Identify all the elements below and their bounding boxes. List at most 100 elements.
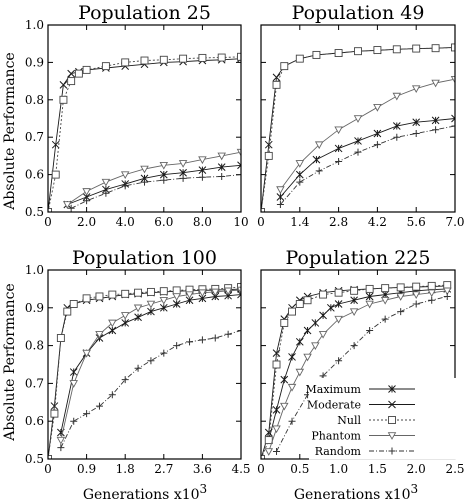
data-point-random (373, 141, 381, 149)
x-axis-label-left-exponent: 3 (200, 482, 208, 496)
data-point-phantom (272, 425, 281, 434)
series-line-random (276, 296, 448, 452)
x-tick-label: 1.8 (116, 462, 135, 476)
data-point-moderate (272, 349, 281, 358)
data-point-null (319, 290, 328, 299)
data-point-phantom (334, 126, 343, 135)
data-point-phantom (159, 161, 169, 170)
x-tick-label: 0 (257, 462, 265, 476)
panel-title: Population 225 (286, 247, 431, 269)
legend-marker-random (388, 447, 396, 455)
data-point-null (69, 300, 78, 308)
data-point-phantom (185, 291, 194, 299)
x-axis-label-right: Generations x103 (294, 482, 418, 502)
data-point-phantom (396, 293, 405, 301)
data-point-phantom (198, 289, 207, 298)
plot-frame (47, 269, 242, 460)
data-point-phantom (198, 156, 207, 165)
data-point-random (198, 173, 206, 181)
data-point-maximum (280, 375, 289, 384)
data-point-maximum (172, 300, 181, 308)
data-point-random (432, 126, 440, 134)
panel-title: Population 100 (72, 247, 217, 269)
data-point-random (315, 167, 323, 175)
data-point-phantom (140, 165, 149, 174)
plot-area (48, 52, 241, 212)
x-tick-label: 4.2 (368, 215, 387, 229)
data-point-maximum (326, 303, 335, 312)
data-point-random (102, 189, 110, 197)
data-point-null (63, 307, 72, 316)
data-point-null (272, 80, 281, 89)
data-point-null (295, 300, 304, 308)
data-point-phantom (217, 152, 226, 161)
data-point-maximum (198, 166, 207, 174)
data-point-random (381, 315, 389, 323)
legend-marker-null (388, 416, 396, 424)
data-point-random (160, 176, 168, 184)
data-point-null (381, 284, 390, 293)
data-point-random (83, 197, 91, 205)
y-axis-label-bottom: Absolute Performance (2, 283, 18, 441)
data-point-null (95, 292, 104, 301)
data-point-null (264, 436, 273, 445)
data-point-phantom (211, 288, 220, 297)
y-axis-label-top: Absolute Performance (2, 52, 18, 210)
x-axis-label-right-text: Generations x10 (294, 487, 411, 502)
x-tick-label: 5.6 (407, 215, 426, 229)
data-point-null (288, 307, 296, 316)
data-point-phantom (82, 188, 91, 196)
x-tick-label: 1.4 (290, 215, 309, 229)
x-axis-label-right-exponent: 3 (411, 482, 419, 496)
data-point-moderate (264, 140, 273, 149)
plot-frame (260, 24, 456, 213)
data-point-phantom (133, 304, 143, 313)
series-line-moderate (261, 285, 448, 459)
chart-panels: Population 25 0 2.0 4.0 6.0 8.0 10 0.5 0.6 0.7 0.8… (25, 2, 465, 476)
data-point-maximum (334, 144, 343, 153)
panel-title: Population 25 (78, 2, 211, 24)
data-point-maximum (147, 307, 155, 316)
y-tick-label: 1.0 (25, 18, 44, 32)
plot-area (261, 281, 452, 459)
data-point-null (237, 52, 241, 61)
plot-frame (47, 24, 242, 213)
x-tick-label: 0 (44, 215, 52, 229)
data-point-null (427, 281, 436, 290)
y-tick-label: 0.6 (25, 168, 44, 182)
data-point-phantom (314, 141, 324, 150)
data-point-maximum (312, 155, 321, 164)
data-point-phantom (450, 75, 455, 84)
data-point-maximum (108, 326, 117, 335)
data-point-random (335, 158, 343, 166)
data-point-null (412, 44, 421, 53)
data-point-random (57, 444, 65, 452)
data-point-maximum (272, 406, 281, 414)
data-point-phantom (101, 178, 111, 187)
data-point-null (67, 77, 76, 86)
data-point-phantom (95, 331, 104, 339)
data-point-null (121, 58, 130, 67)
series-line-moderate (261, 46, 455, 212)
data-point-random (121, 376, 129, 384)
legend: Maximum Moderate Null Phantom Random (306, 378, 463, 460)
data-point-maximum (412, 118, 421, 127)
data-point-maximum (365, 292, 374, 301)
legend-background (309, 378, 463, 460)
data-point-phantom (172, 293, 181, 301)
data-point-maximum (311, 319, 320, 327)
data-point-maximum (121, 319, 130, 327)
data-point-phantom (365, 300, 374, 309)
x-tick-label: 1.5 (368, 462, 387, 476)
data-point-maximum (334, 300, 343, 308)
data-point-random (134, 364, 142, 372)
data-point-phantom (311, 342, 320, 351)
data-point-random (273, 447, 281, 455)
data-point-maximum (373, 129, 382, 138)
x-tick-label: 10 (233, 215, 248, 229)
data-point-null (198, 53, 207, 62)
panel-1: Population 25 0 2.0 4.0 6.0 8.0 10 0.5 0.6 0.7 0.8… (25, 2, 249, 229)
x-tick-label: 0.5 (290, 462, 309, 476)
data-point-random (288, 417, 296, 425)
x-tick-label: 6.0 (154, 215, 173, 229)
